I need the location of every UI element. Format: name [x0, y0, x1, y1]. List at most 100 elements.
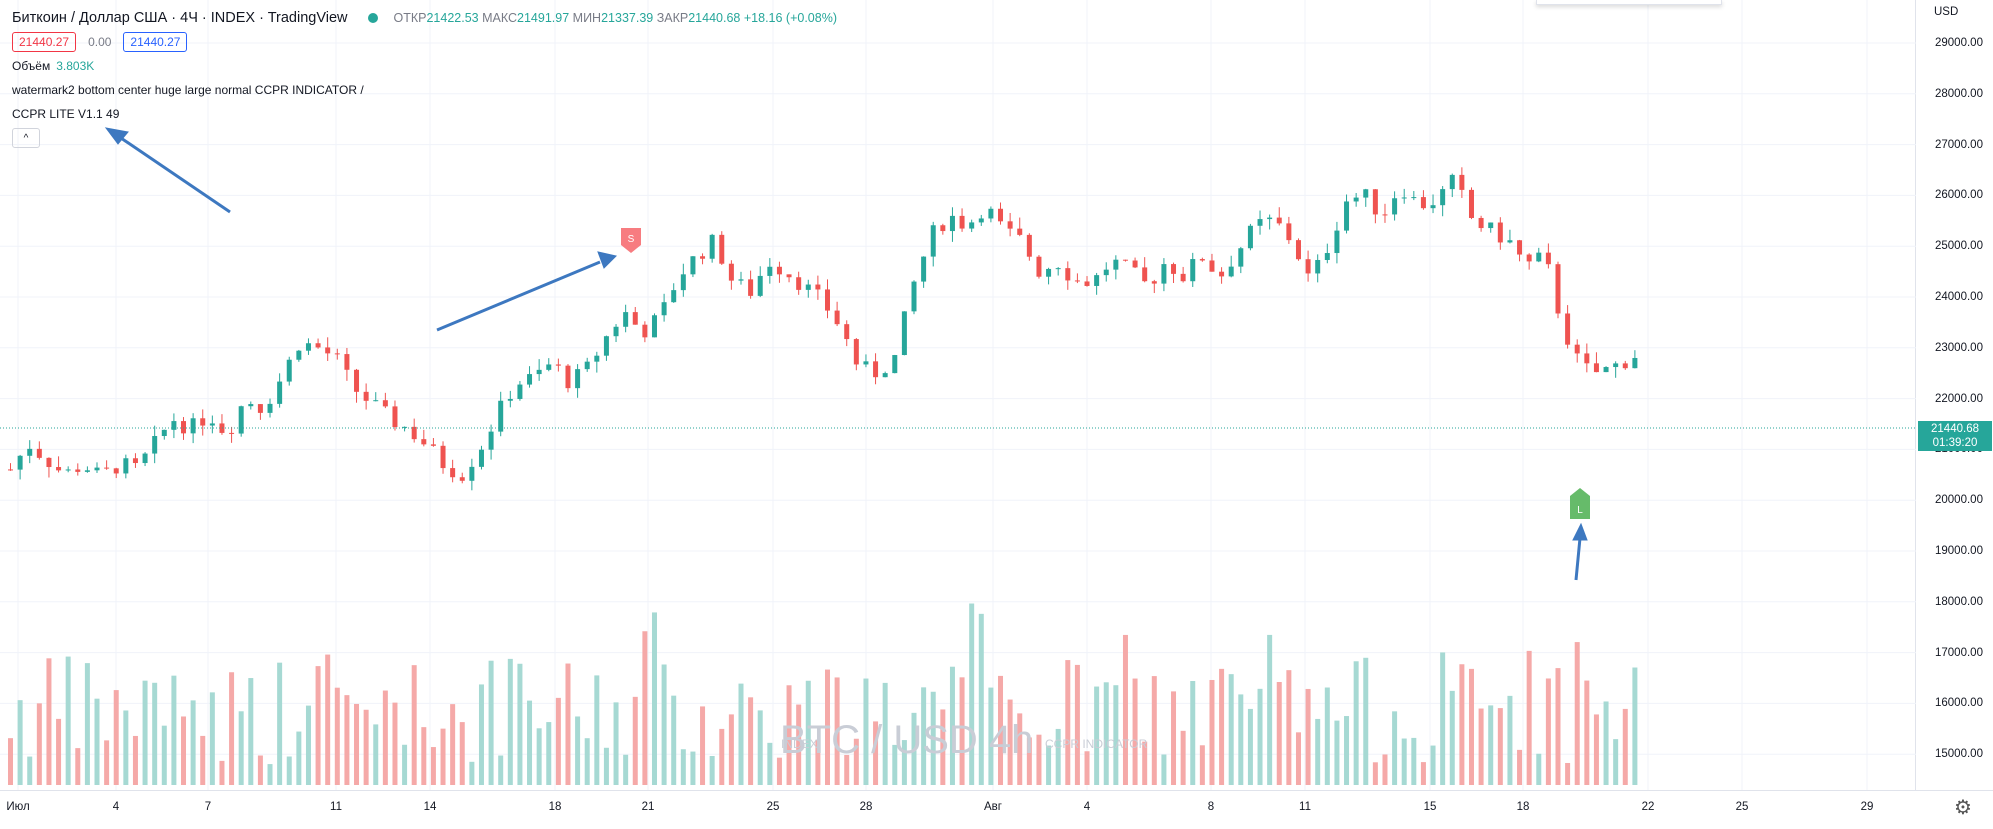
price-tick-label: 20000.00: [1935, 494, 1983, 507]
collapse-legend-button[interactable]: ^: [12, 128, 40, 148]
currency-label[interactable]: USD: [1934, 6, 1959, 18]
volume-bar: [430, 747, 436, 785]
volume-bar: [1324, 687, 1330, 785]
volume-bar: [921, 687, 927, 785]
candle-body: [863, 361, 869, 365]
chart-pane[interactable]: S L Биткоин / Доллар США · 4Ч · INDEX: [0, 0, 1916, 790]
time-tick-label: 29: [1860, 801, 1874, 813]
candle-body: [1142, 267, 1148, 282]
candle-body: [1584, 353, 1590, 364]
candle-body: [219, 423, 225, 433]
candle-body: [1305, 259, 1311, 274]
candle-body: [421, 439, 427, 445]
candle-body: [238, 406, 244, 434]
volume-bar: [190, 700, 196, 785]
volume-bar: [969, 603, 975, 785]
candle-body: [392, 406, 398, 428]
volume-bar: [661, 664, 667, 785]
grid: [0, 0, 1916, 790]
candle-body: [719, 234, 725, 264]
volume-bar: [161, 725, 167, 785]
volume-bar: [1151, 676, 1157, 785]
sell-marker[interactable]: S: [621, 228, 641, 253]
watermark-main: BTC / USD 4h: [780, 718, 1034, 762]
volume-bar: [834, 677, 840, 785]
time-tick-label: 14: [423, 801, 437, 813]
time-tick-label: 4: [1083, 801, 1091, 813]
volume-bar: [1584, 680, 1590, 785]
candle-body: [1113, 259, 1119, 270]
buy-button[interactable]: 21440.27: [123, 32, 188, 52]
volume-bar: [142, 680, 148, 785]
volume-bar: [940, 709, 946, 785]
volume-bar: [1257, 688, 1263, 785]
volume-bar: [690, 751, 696, 785]
annotation-arrows: [104, 127, 1588, 581]
candle-body: [796, 277, 802, 290]
volume-bar: [1084, 751, 1090, 785]
candlestick-chart[interactable]: S L: [0, 0, 1916, 790]
volume-bar: [27, 756, 33, 785]
candle-body: [901, 311, 907, 356]
candle-body: [1065, 268, 1071, 281]
indicator-title-line1[interactable]: watermark2 bottom center huge large norm…: [12, 83, 364, 97]
volume-bar: [1613, 739, 1619, 785]
volume-bar: [104, 740, 110, 785]
candle-body: [1132, 260, 1138, 268]
time-tick-label: 18: [548, 801, 562, 813]
candle-body: [344, 354, 350, 370]
candle-body: [1382, 214, 1388, 216]
volume-bar: [1334, 720, 1340, 785]
volume-bar: [36, 703, 42, 785]
candle-body: [1545, 252, 1551, 265]
volume-bar: [517, 663, 523, 785]
volume-bar: [1382, 754, 1388, 785]
volume-bar: [527, 700, 533, 785]
volume-bar: [1161, 754, 1167, 785]
time-tick-label: 7: [204, 801, 212, 813]
indicator-title-line2[interactable]: CCPR LITE V1.1 49: [12, 107, 120, 121]
candle-body: [1478, 217, 1484, 229]
price-tick-label: 23000.00: [1935, 341, 1983, 354]
candle-body: [132, 458, 138, 464]
candle-body: [1593, 363, 1599, 373]
candle-body: [1122, 259, 1128, 261]
candle-body: [209, 423, 215, 426]
long-marker[interactable]: L: [1570, 488, 1590, 519]
volume-bar: [325, 654, 331, 785]
volume-bar: [363, 709, 369, 785]
volume-bar: [863, 678, 869, 785]
volume-bar: [959, 677, 965, 785]
candle-body: [680, 274, 686, 291]
volume-bar: [1315, 718, 1321, 785]
candle-body: [181, 421, 187, 434]
volume-bar: [450, 704, 456, 785]
volume-bar: [1593, 714, 1599, 785]
volume-bar: [1190, 681, 1196, 785]
time-tick-label: 25: [1735, 801, 1749, 813]
candle-body: [354, 369, 360, 392]
volume-bar: [776, 757, 782, 785]
volume-bar: [200, 735, 206, 785]
time-tick-label: 22: [1641, 801, 1655, 813]
gear-icon[interactable]: ⚙: [1954, 797, 1972, 819]
symbol-title[interactable]: Биткоин / Доллар США · 4Ч · INDEX · Trad…: [12, 10, 348, 26]
candle-body: [1449, 174, 1455, 190]
time-axis[interactable]: Июл 4 7 11 14 18 21 25 28 Авг 4 8 11 15 18 22 25 29: [0, 790, 1993, 829]
price-scale[interactable]: 29000.00 28000.00 27000.00 26000.00 25000.00…: [1916, 0, 1993, 790]
volume-bar: [988, 687, 994, 785]
candle-body: [527, 374, 533, 385]
price-tick-label: 17000.00: [1935, 646, 1983, 659]
candle-body: [584, 361, 590, 370]
volume-bar: [748, 697, 754, 785]
candle-body: [113, 468, 119, 474]
candle-body: [998, 208, 1004, 222]
candle-body: [1286, 223, 1292, 241]
candle-body: [257, 404, 263, 413]
volume-bar: [334, 687, 340, 785]
candle-body: [315, 343, 321, 348]
candle-body: [1324, 253, 1330, 260]
price-tick-label: 24000.00: [1935, 291, 1983, 303]
sell-button[interactable]: 21440.27: [12, 32, 77, 52]
volume-bar: [1103, 682, 1109, 785]
